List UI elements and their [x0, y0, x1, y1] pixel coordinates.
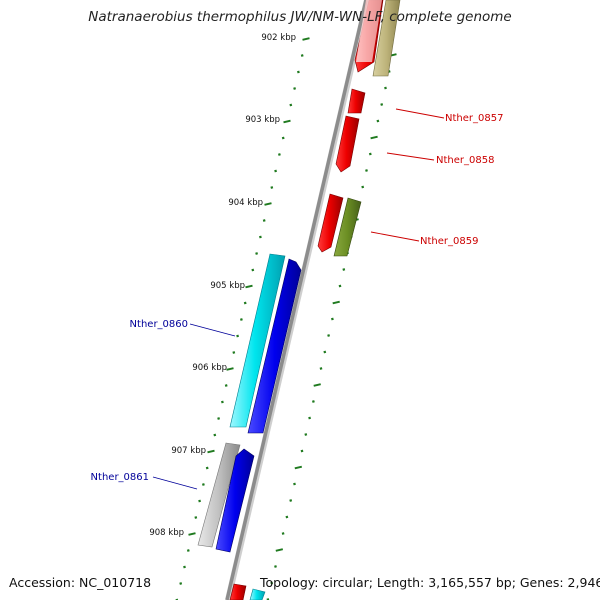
genome-backbone — [225, 0, 368, 600]
ruler-major-tick — [370, 135, 378, 140]
ruler-minor-tick — [259, 235, 262, 239]
ruler-major-tick — [245, 284, 253, 289]
ruler-minor-tick — [232, 351, 236, 354]
ruler-label: 906 kbp — [192, 363, 227, 373]
ruler-minor-tick — [217, 417, 220, 420]
ruler-minor-tick — [368, 152, 372, 156]
ruler-minor-tick — [300, 449, 304, 453]
ruler-minor-tick — [251, 268, 255, 272]
ruler-minor-tick — [323, 350, 327, 354]
gene-leader-line — [152, 476, 198, 490]
ruler-minor-tick — [293, 87, 296, 90]
ruler-labels: 902 kbp 903 kbp 904 kbp 905 kbp 906 kbp … — [149, 33, 296, 538]
gene-feature[interactable] — [372, 0, 401, 77]
ruler-major-tick — [226, 367, 234, 371]
ruler-minor-tick — [274, 169, 277, 173]
ruler-major-tick — [313, 383, 321, 387]
gene-label-nther-0861[interactable]: Nther_0861 — [91, 472, 149, 483]
ruler-label: 902 kbp — [261, 33, 296, 43]
ruler-major-tick — [294, 465, 303, 470]
gene-feature[interactable] — [317, 193, 344, 253]
ruler-minor-tick — [236, 334, 239, 338]
ruler-minor-tick — [262, 219, 266, 222]
ruler-label: 904 kbp — [228, 198, 263, 208]
ruler-minor-tick — [202, 483, 205, 486]
ruler-minor-tick — [361, 185, 365, 189]
ruler-minor-tick — [198, 499, 201, 503]
ruler-minor-tick — [338, 284, 342, 288]
ruler-minor-tick — [278, 153, 281, 156]
ruler-minor-tick — [224, 384, 228, 387]
ruler-minor-tick — [376, 119, 380, 123]
ruler-label: 903 kbp — [245, 115, 280, 125]
ruler-minor-tick — [186, 549, 190, 552]
ruler-minor-tick — [300, 54, 304, 57]
ruler-major-tick — [207, 449, 215, 454]
ruler-minor-tick — [274, 565, 277, 568]
ruler-minor-tick — [243, 301, 247, 305]
ruler-minor-tick — [270, 581, 274, 585]
gene-feature[interactable] — [229, 253, 286, 428]
ruler-minor-tick — [312, 400, 315, 403]
gene-label-nther-0859[interactable]: Nther_0859 — [420, 236, 478, 247]
ruler-minor-tick — [293, 482, 296, 486]
ruler-minor-tick — [304, 433, 308, 436]
ruler-major-tick — [302, 37, 310, 41]
gene-leader-line — [395, 108, 445, 119]
accession-text: Accession: NC_010718 — [9, 575, 152, 590]
ruler-minor-tick — [240, 318, 243, 321]
gene-leader-line — [189, 323, 236, 337]
ruler-label: 905 kbp — [210, 281, 245, 291]
ruler-minor-tick — [205, 466, 209, 470]
ruler-minor-tick — [331, 317, 334, 321]
gene-feature[interactable] — [229, 583, 247, 600]
ruler-minor-tick — [270, 186, 274, 189]
ruler-minor-tick — [327, 334, 330, 337]
gene-feature[interactable] — [249, 588, 266, 600]
ruler-major-tick — [283, 119, 291, 124]
ruler-minor-tick — [297, 70, 300, 74]
ruler-minor-tick — [194, 516, 198, 519]
ruler-minor-tick — [384, 86, 387, 90]
ruler-minor-tick — [255, 252, 258, 255]
ruler-minor-tick — [179, 582, 183, 585]
ruler-minor-tick — [319, 367, 323, 370]
gene-label-nther-0857[interactable]: Nther_0857 — [445, 113, 503, 124]
ruler-minor-tick — [281, 532, 285, 535]
ruler-label: 908 kbp — [149, 528, 184, 538]
ruler-ticks-left — [175, 37, 310, 600]
ruler-minor-tick — [289, 103, 293, 107]
ruler-major-tick — [275, 548, 284, 552]
gene-feature[interactable] — [197, 442, 241, 548]
ruler-major-tick — [264, 202, 272, 206]
ruler-minor-tick — [342, 268, 346, 271]
ruler-minor-tick — [281, 136, 285, 140]
gene-feature[interactable] — [356, 0, 382, 62]
gene-leader-line — [370, 231, 420, 242]
gene-feature[interactable] — [215, 448, 255, 553]
ruler-minor-tick — [285, 515, 289, 519]
gene-leader-line — [386, 152, 435, 161]
ruler-major-tick — [332, 300, 340, 305]
ruler-minor-tick — [308, 416, 311, 420]
ruler-minor-tick — [213, 433, 217, 437]
gene-feature[interactable] — [333, 197, 362, 257]
ruler-minor-tick — [221, 400, 224, 404]
ruler-minor-tick — [380, 103, 384, 106]
genome-title: Natranaerobius thermophilus JW/NM-WN-LF,… — [88, 9, 512, 25]
gene-label-nther-0858[interactable]: Nther_0858 — [436, 155, 494, 166]
ruler-minor-tick — [365, 169, 368, 172]
ruler-minor-tick — [289, 499, 293, 502]
gene-feature[interactable] — [247, 258, 302, 434]
topology-text: Topology: circular; Length: 3,165,557 bp… — [260, 575, 600, 590]
gene-feature[interactable] — [335, 115, 360, 173]
gene-label-nther-0860[interactable]: Nther_0860 — [130, 319, 188, 330]
ruler-major-tick — [188, 532, 196, 536]
ruler-label: 907 kbp — [171, 446, 206, 456]
gene-feature[interactable] — [347, 88, 366, 114]
ruler-minor-tick — [183, 565, 186, 569]
